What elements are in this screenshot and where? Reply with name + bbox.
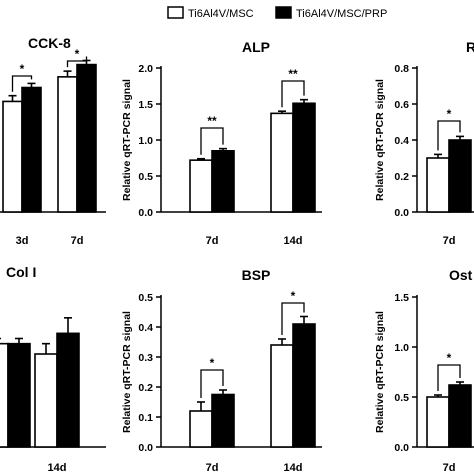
y-axis-label: Relative qRT-PCR signal [121,79,133,201]
bar-msc-prp [7,342,31,448]
y-tick-label: 0.5 [394,392,409,404]
legend-swatch-0 [167,6,184,19]
panel-2: R 0.0 0.2 0.4 0.6 0.8 Relative qRT-PCR signal 7… [374,39,474,247]
y-tick-label: 0.0 [138,207,153,219]
panels: CCK-8 3d * 7d * ALP 0.0 0.5 1.0 1.5 2.0 Relative qR… [0,35,474,474]
y-axis-label: Relative qRT-PCR signal [374,311,386,433]
y-tick-label: 1.5 [394,292,409,304]
bar-msc-prp [21,86,42,213]
significance-bracket [66,56,88,68]
panel-1: ALP 0.0 0.5 1.0 1.5 2.0 Relative qRT-PCR signa… [121,39,322,247]
bar-msc [426,157,450,213]
panel-title: CCK-8 [28,35,71,51]
significance-bracket [200,127,224,155]
y-tick-label: 0.1 [138,412,153,424]
bar-msc-prp [292,102,316,213]
significance-bracket [437,364,461,391]
x-tick-label: 14d [284,235,303,247]
legend-swatch-1 [275,6,292,19]
y-axis-label: Relative qRT-PCR signal [121,311,133,433]
panel-3: Col I 14d [0,264,106,474]
x-tick-label: 7d [71,235,84,247]
legend: Ti6Al4V/MSC Ti6Al4V/MSC/PRP [167,6,387,20]
y-tick-label: 0.5 [138,171,153,183]
significance-label: * [20,62,25,76]
y-tick-label: 0.2 [138,382,153,394]
significance-label: * [291,289,296,303]
bar-msc-prp [292,323,316,448]
panel-title: ALP [242,39,270,55]
bar-msc [2,100,23,213]
panel-0: CCK-8 3d * 7d * [0,35,106,247]
x-tick-label: 3d [16,235,29,247]
legend-label-0: Ti6Al4V/MSC [188,8,254,20]
significance-label: ** [288,67,298,81]
x-tick-label: 7d [206,462,219,474]
legend-label-1: Ti6Al4V/MSC/PRP [296,8,387,20]
y-tick-label: 0.4 [138,322,153,334]
x-tick-label: 7d [206,235,219,247]
y-tick-label: 0.2 [394,171,409,183]
y-tick-label: 0.0 [394,442,409,454]
y-tick-label: 0.5 [138,292,153,304]
y-tick-label: 0.6 [394,99,409,111]
y-tick-label: 0.0 [138,442,153,454]
x-tick-label: 14d [284,462,303,474]
significance-label: * [447,107,452,121]
x-tick-label: 14d [48,462,67,474]
bar-msc-prp [76,63,97,213]
y-tick-label: 0.8 [394,63,409,75]
y-tick-label: 1.0 [394,342,409,354]
significance-label: ** [207,114,217,128]
significance-bracket [437,120,461,151]
panel-4: BSP 0.0 0.1 0.2 0.3 0.4 0.5 Relative qRT-PCR si… [121,267,322,474]
panel-5: Ost 0.0 0.5 1.0 1.5 Relative qRT-PCR signal 7d… [374,267,474,474]
significance-bracket [281,80,305,108]
bar-msc-prp [211,150,235,213]
bar-msc-prp [211,393,235,448]
y-tick-label: 0.4 [394,135,409,147]
panel-title: R [466,39,474,55]
bar-msc [270,344,294,448]
bar-msc-prp [56,332,80,448]
y-tick-label: 2.0 [138,63,153,75]
bar-msc [34,353,58,448]
y-tick-label: 0.3 [138,352,153,364]
x-tick-label: 7d [443,235,456,247]
y-axis-label: Relative qRT-PCR signal [374,79,386,201]
bar-msc [426,396,450,448]
y-tick-label: 1.0 [138,135,153,147]
significance-label: * [210,356,215,370]
y-tick-label: 1.5 [138,99,153,111]
y-tick-label: 0.0 [394,207,409,219]
significance-bracket [281,302,305,335]
significance-label: * [447,351,452,365]
x-tick-label: 7d [443,462,456,474]
bar-msc [189,159,213,213]
bar-msc [189,410,213,448]
significance-bracket [11,75,33,92]
bar-msc-prp [448,139,472,213]
significance-label: * [75,47,80,61]
panel-title: BSP [242,267,271,283]
significance-bracket [200,369,224,398]
panel-title: Col I [6,264,36,280]
bar-msc-prp [448,384,472,448]
bar-msc [270,112,294,213]
bar-msc [0,342,9,448]
bar-msc [57,76,78,213]
panel-title: Ost [449,267,473,283]
